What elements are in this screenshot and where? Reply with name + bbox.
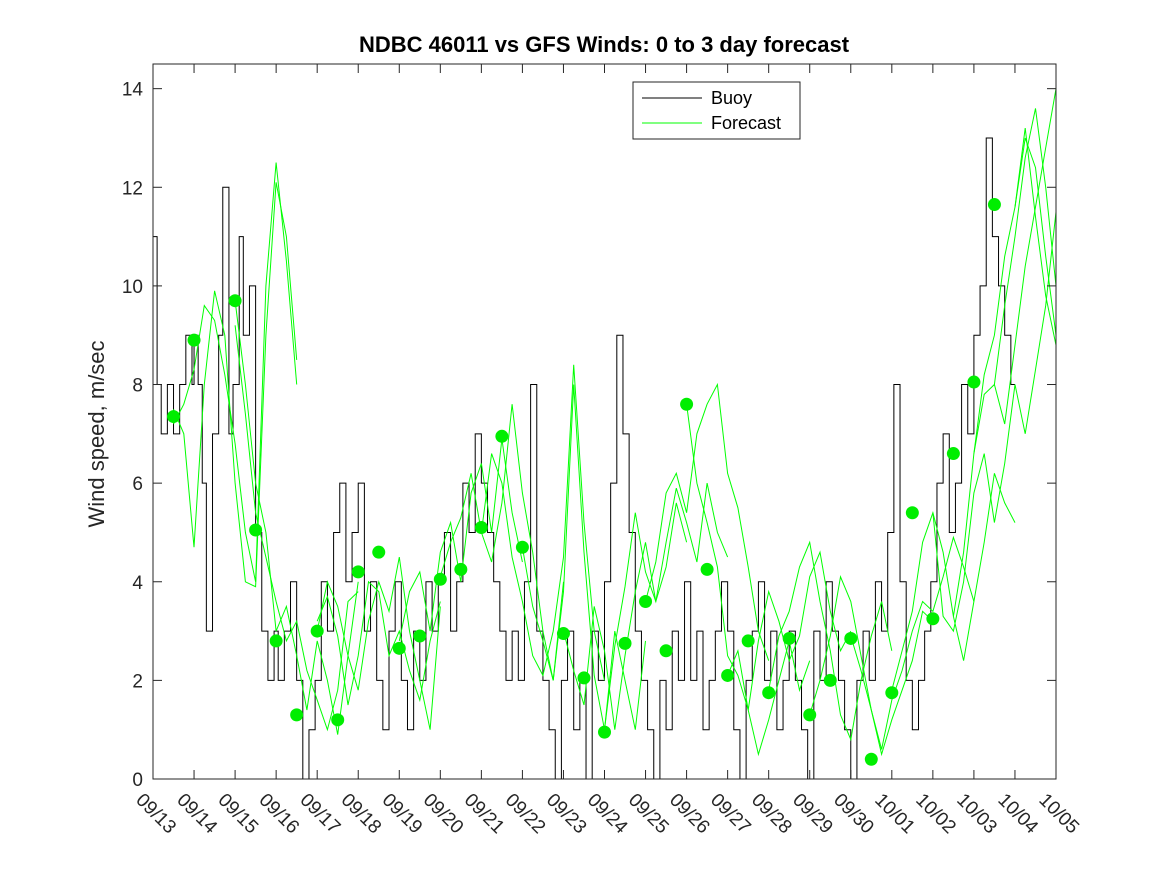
forecast-marker: [351, 565, 365, 579]
forecast-marker: [844, 631, 858, 645]
forecast-marker: [392, 641, 406, 655]
y-tick-label: 10: [122, 277, 143, 298]
y-tick-label: 6: [132, 474, 143, 495]
forecast-marker: [721, 668, 735, 682]
x-tick-label: 09/27: [706, 790, 754, 838]
forecast-marker: [249, 523, 263, 537]
forecast-run-line-8: [439, 404, 564, 681]
x-tick-label: 09/25: [624, 790, 672, 838]
forecast-marker: [967, 375, 981, 389]
forecast-marker: [926, 612, 940, 626]
buoy-series-line: [153, 137, 1015, 780]
forecast-marker: [413, 629, 427, 643]
y-tick-label: 12: [122, 178, 143, 199]
forecast-marker: [864, 752, 878, 766]
x-tick-label: 09/20: [419, 790, 467, 838]
y-tick-label: 0: [132, 770, 143, 791]
forecast-marker: [700, 562, 714, 576]
forecast-marker: [987, 198, 1001, 212]
legend-forecast-label: Forecast: [711, 113, 781, 133]
forecast-marker: [228, 294, 242, 308]
forecast-marker: [187, 333, 201, 347]
legend-box: [632, 81, 801, 140]
forecast-marker: [433, 572, 447, 586]
y-tick-label: 14: [122, 80, 144, 101]
x-tick-label: 09/26: [665, 790, 713, 838]
forecast-run-line-12: [604, 482, 729, 730]
forecast-marker: [885, 686, 899, 700]
forecast-marker: [618, 636, 632, 650]
x-tick-label: 10/01: [870, 790, 918, 838]
forecast-run-line-15: [727, 550, 852, 711]
forecast-marker: [680, 397, 694, 411]
forecast-marker: [515, 540, 529, 554]
forecast-run-line-3: [234, 300, 359, 735]
x-tick-label: 09/17: [296, 790, 344, 838]
series-layer: [153, 88, 1057, 780]
forecast-marker: [598, 725, 611, 739]
x-tick-label: 09/14: [173, 790, 222, 839]
forecast-marker: [762, 686, 776, 700]
forecast-run-line-20: [932, 211, 1057, 633]
x-tick-label: 09/23: [542, 790, 590, 838]
x-tick-label: 09/29: [788, 790, 836, 838]
y-tick-label: 4: [132, 573, 143, 594]
x-tick-label: 09/30: [829, 790, 877, 838]
forecast-marker: [331, 713, 345, 727]
x-tick-label: 09/16: [255, 790, 303, 838]
forecast-run-line-10: [521, 384, 646, 730]
forecast-run-line-9: [480, 364, 605, 681]
x-tick-label: 09/22: [501, 790, 549, 838]
y-axis-label: Wind speed, m/sec: [84, 340, 109, 527]
x-tick-label: 09/21: [460, 790, 508, 838]
chart-title: NDBC 46011 vs GFS Winds: 0 to 3 day fore…: [359, 32, 850, 57]
x-tick-label: 09/24: [583, 790, 632, 839]
forecast-run-line-16: [768, 540, 893, 742]
forecast-marker: [474, 521, 488, 535]
x-tick-label: 09/19: [378, 790, 426, 838]
forecast-marker: [639, 594, 653, 608]
forecast-marker: [556, 627, 570, 641]
forecast-marker: [823, 673, 837, 687]
forecast-marker: [659, 644, 673, 658]
forecast-run-line-18: [850, 535, 975, 750]
forecast-marker: [269, 634, 283, 648]
forecast-marker: [782, 631, 796, 645]
forecast-marker: [741, 634, 755, 648]
x-tick-label: 09/18: [337, 790, 385, 838]
forecast-marker: [495, 429, 509, 443]
forecast-run-line-6: [316, 580, 441, 706]
legend: Buoy Forecast: [632, 81, 801, 140]
x-tick-label: 10/04: [993, 790, 1042, 839]
y-tick-label: 8: [132, 376, 143, 397]
forecast-marker: [577, 671, 591, 685]
legend-buoy-label: Buoy: [711, 88, 752, 108]
x-tick-label: 10/03: [952, 790, 1000, 838]
forecast-marker: [167, 410, 181, 424]
forecast-run-line-11: [563, 502, 688, 730]
x-tick-label: 09/13: [131, 790, 179, 838]
forecast-run-line-2: [173, 162, 298, 582]
x-tick-label: 10/05: [1034, 790, 1082, 838]
forecast-marker: [310, 624, 324, 638]
forecast-marker: [372, 545, 386, 559]
forecast-run-line-5: [316, 557, 441, 730]
forecast-run-line-13: [645, 382, 770, 661]
forecast-run-line-4: [234, 325, 359, 732]
y-tick-label: 2: [132, 671, 143, 692]
forecast-marker: [905, 506, 919, 520]
x-tick-label: 09/15: [214, 790, 262, 838]
forecast-marker: [946, 447, 960, 461]
forecast-marker: [290, 708, 304, 722]
x-tick-label: 09/28: [747, 790, 795, 838]
x-tick-label: 10/02: [911, 790, 959, 838]
forecast-run-line-1: [173, 182, 298, 588]
forecast-marker: [803, 708, 817, 722]
forecast-marker: [454, 562, 468, 576]
